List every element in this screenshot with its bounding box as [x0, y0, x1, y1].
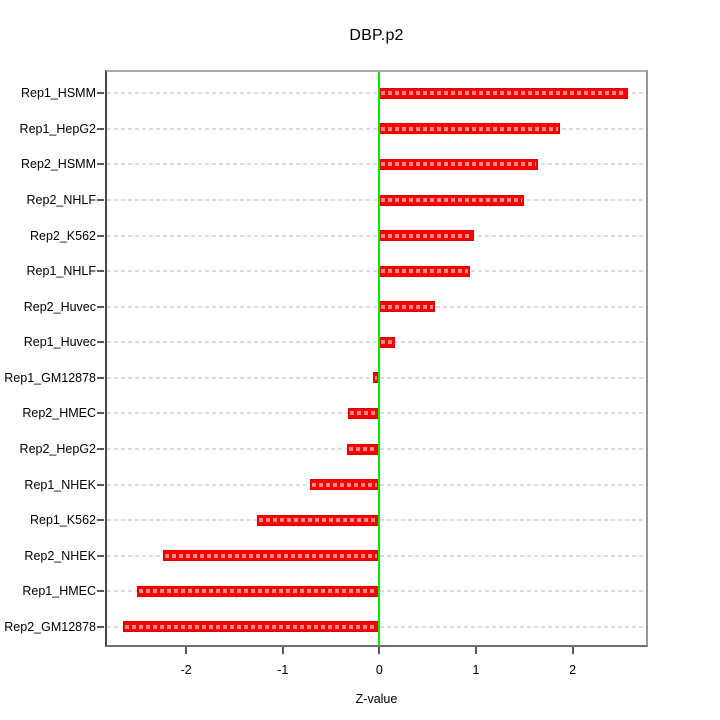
- x-tick--2: [185, 647, 188, 654]
- x-tick-0: [378, 647, 381, 654]
- y-tick-rep1-hepg2: [97, 127, 104, 130]
- y-label-rep2-k562: Rep2_K562: [29, 228, 96, 243]
- x-tick-label-0: 0: [375, 663, 383, 677]
- bar-dash-pattern: [381, 340, 393, 345]
- bar-rep2-nhek: [162, 550, 380, 562]
- y-label-rep2-hsmm: Rep2_HSMM: [20, 157, 96, 172]
- bar-dash-pattern: [374, 375, 378, 380]
- y-label-rep1-hepg2: Rep1_HepG2: [19, 121, 96, 136]
- bar-rep1-hmec: [136, 585, 380, 597]
- y-tick-rep1-nhlf: [97, 270, 104, 273]
- bar-rep2-hmec: [347, 407, 380, 419]
- x-tick-label--1: -1: [277, 663, 289, 677]
- x-tick-2: [571, 647, 574, 654]
- y-label-rep1-gm12878: Rep1_GM12878: [4, 370, 96, 385]
- y-tick-rep2-nhek: [97, 554, 104, 557]
- gridline-rep1-nhlf: [107, 270, 646, 273]
- x-tick--1: [281, 647, 284, 654]
- y-tick-rep1-hsmm: [97, 92, 104, 95]
- y-tick-rep2-hmec: [97, 412, 104, 415]
- plot-area: [105, 70, 648, 647]
- bar-rep1-k562: [256, 514, 380, 526]
- y-label-rep2-nhlf: Rep2_NHLF: [26, 193, 96, 207]
- zero-reference-line: [378, 72, 381, 645]
- gridline-rep1-huvec: [107, 341, 646, 344]
- x-tick-label-1: 1: [472, 663, 480, 677]
- y-label-rep2-hmec: Rep2_HMEC: [22, 406, 96, 421]
- bar-dash-pattern: [381, 269, 469, 274]
- bar-dash-pattern: [349, 411, 378, 416]
- y-tick-rep1-hmec: [97, 590, 104, 593]
- y-label-rep1-hsmm: Rep1_HSMM: [20, 86, 96, 101]
- gridline-rep2-k562: [107, 234, 646, 237]
- y-tick-rep2-hepg2: [97, 448, 104, 450]
- gridline-rep1-hsmm: [107, 92, 646, 95]
- bar-dash-pattern: [381, 233, 473, 238]
- bar-dash-pattern: [381, 162, 536, 167]
- x-tick-1: [475, 647, 478, 654]
- y-tick-rep1-nhek: [97, 483, 104, 486]
- bar-rep2-k562: [379, 230, 475, 242]
- y-label-rep1-hmec: Rep1_HMEC: [22, 584, 96, 599]
- bar-rep1-hepg2: [379, 123, 561, 135]
- bar-dash-pattern: [348, 447, 378, 451]
- y-tick-rep2-huvec: [97, 305, 104, 308]
- y-tick-rep1-k562: [97, 519, 104, 522]
- y-label-rep1-nhek: Rep1_NHEK: [24, 477, 96, 492]
- bar-dash-pattern: [381, 126, 559, 131]
- y-label-rep2-gm12878: Rep2_GM12878: [4, 619, 96, 634]
- bar-rep1-nhek: [309, 479, 380, 491]
- chart-title: DBP.p2: [349, 27, 404, 44]
- bar-rep2-huvec: [379, 301, 436, 313]
- gridline-rep1-hepg2: [107, 127, 646, 130]
- y-label-rep2-hepg2: Rep2_HepG2: [19, 442, 96, 456]
- x-tick-label-2: 2: [569, 663, 577, 677]
- bar-rep1-nhlf: [379, 265, 471, 277]
- y-label-rep2-nhek: Rep2_NHEK: [24, 548, 96, 563]
- gridline-rep2-hsmm: [107, 163, 646, 166]
- bar-dash-pattern: [164, 553, 378, 558]
- y-tick-rep2-hsmm: [97, 163, 104, 166]
- bar-rep2-hepg2: [346, 443, 380, 455]
- bar-dash-pattern: [311, 482, 378, 487]
- y-label-rep1-k562: Rep1_K562: [29, 513, 96, 528]
- bar-dash-pattern: [125, 624, 378, 629]
- bar-rep2-nhlf: [379, 194, 525, 206]
- bar-rep1-hsmm: [379, 87, 628, 99]
- y-tick-rep2-gm12878: [97, 625, 104, 628]
- gridline-rep2-nhlf: [107, 199, 646, 201]
- bar-dash-pattern: [381, 91, 626, 96]
- bar-rep2-gm12878: [123, 621, 380, 633]
- bar-rep2-hsmm: [379, 158, 538, 170]
- y-tick-rep2-nhlf: [97, 199, 104, 201]
- y-tick-rep1-gm12878: [97, 376, 104, 379]
- x-tick-label--2: -2: [180, 663, 192, 677]
- y-tick-rep2-k562: [97, 234, 104, 237]
- y-label-rep2-huvec: Rep2_Huvec: [23, 299, 96, 314]
- x-axis-title: Z-value: [355, 692, 398, 706]
- y-label-rep1-nhlf: Rep1_NHLF: [26, 264, 96, 279]
- y-label-rep1-huvec: Rep1_Huvec: [23, 335, 96, 350]
- y-tick-rep1-huvec: [97, 341, 104, 344]
- bar-dash-pattern: [258, 518, 378, 523]
- gridline-rep2-huvec: [107, 305, 646, 308]
- bar-rep1-huvec: [379, 336, 395, 348]
- bar-dash-pattern: [138, 589, 378, 594]
- bar-dash-pattern: [381, 198, 523, 202]
- bar-dash-pattern: [381, 304, 434, 309]
